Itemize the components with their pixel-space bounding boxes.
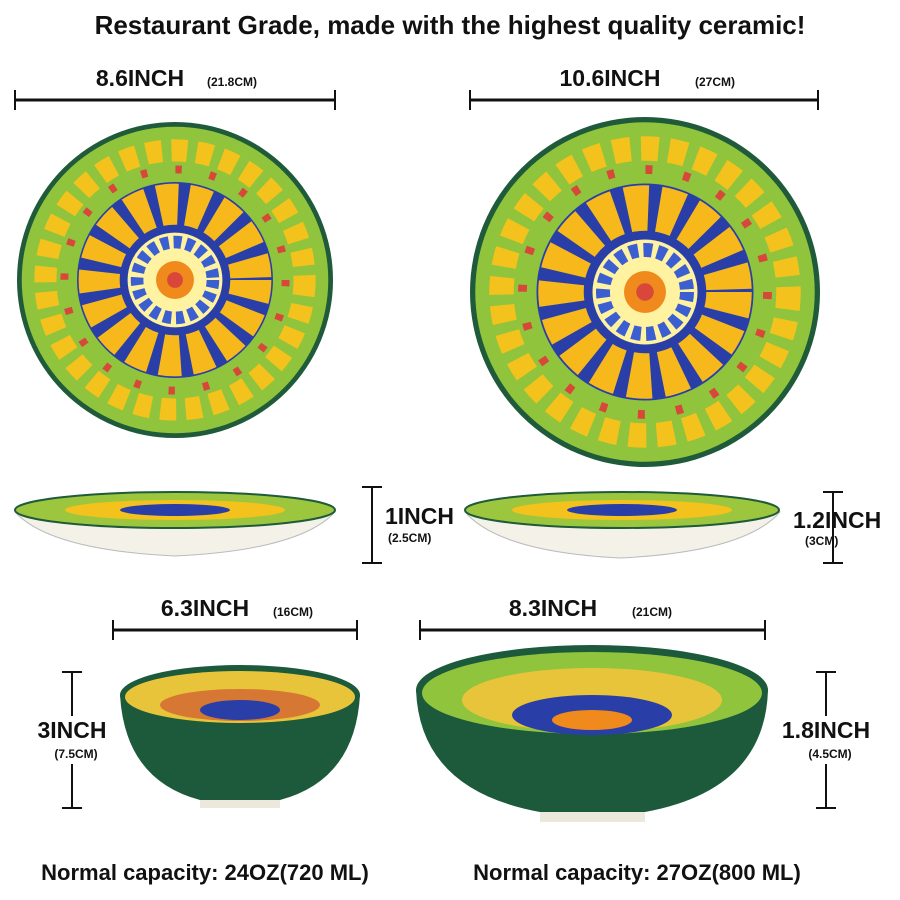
plate-side-ornament [567,504,677,516]
capacity-label: Normal capacity: 27OZ(800 ML) [473,860,801,885]
width-label: 8.6INCH [96,65,184,91]
width-metric: (21.8CM) [207,75,257,89]
width-label: 6.3INCH [161,595,249,621]
dinner-plate-large [470,117,820,467]
bowl-body [120,695,360,808]
label-backdrop [772,716,884,764]
width-metric: (27CM) [695,75,735,89]
height-metric: (3CM) [805,534,838,548]
label-backdrop [28,716,116,764]
height-label: 1INCH [385,503,454,529]
height-metric: (4.5CM) [808,747,851,761]
width-label: 8.3INCH [509,595,597,621]
bowl-foot [200,800,280,808]
width-label: 10.6INCH [560,65,661,91]
height-metric: (7.5CM) [54,747,97,761]
bowl-ornament [200,700,280,720]
height-label: 3INCH [37,717,106,743]
plate-side-ornament [120,504,230,516]
height-metric: (2.5CM) [388,531,431,545]
height-label: 1.2INCH [793,507,881,533]
dinner-plate-small [17,122,333,438]
width-metric: (16CM) [273,605,313,619]
bowl-ornament [552,710,632,730]
width-metric: (21CM) [632,605,672,619]
headline: Restaurant Grade, made with the highest … [95,10,806,40]
capacity-label: Normal capacity: 24OZ(720 ML) [41,860,369,885]
bowl-foot [540,812,645,822]
height-label: 1.8INCH [782,717,870,743]
